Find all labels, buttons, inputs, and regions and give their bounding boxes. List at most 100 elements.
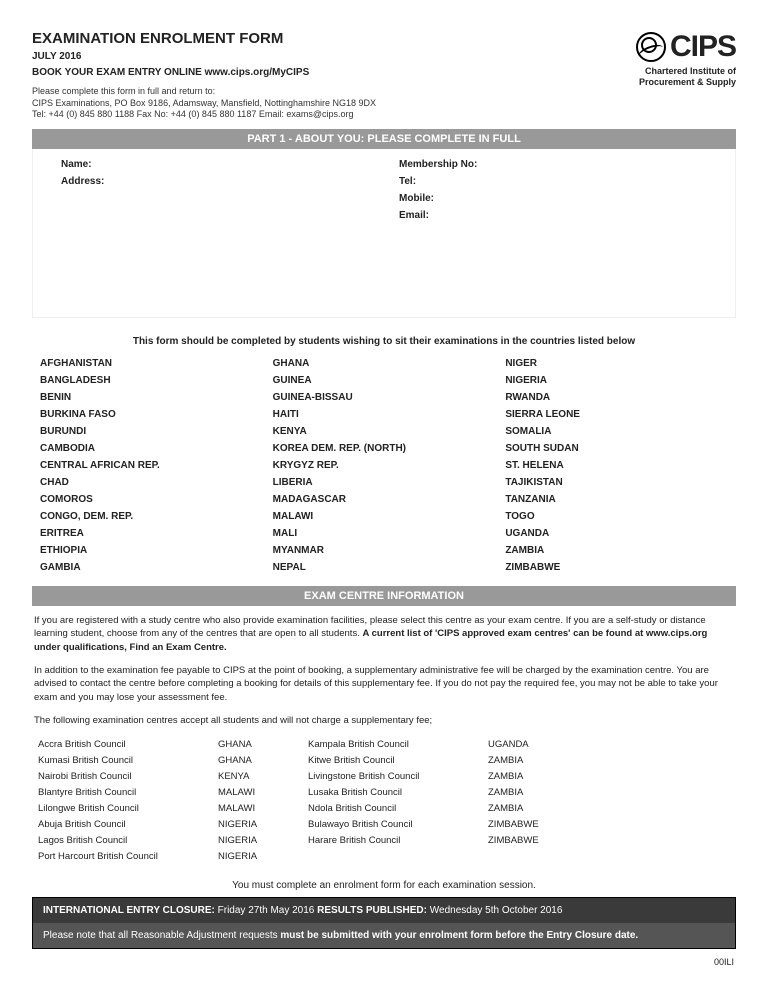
country-item: MYANMAR [273, 542, 496, 559]
country-item: ZIMBABWE [505, 559, 728, 576]
country-item: GAMBIA [40, 559, 263, 576]
name-field[interactable]: Name: [61, 159, 369, 170]
country-item: MALI [273, 525, 496, 542]
country-item: RWANDA [505, 389, 728, 406]
country-item: LIBERIA [273, 474, 496, 491]
centre-country: ZIMBABWE [488, 835, 578, 846]
country-item: MALAWI [273, 508, 496, 525]
centre-country: GHANA [218, 739, 308, 750]
header-left: EXAMINATION ENROLMENT FORM JULY 2016 BOO… [32, 30, 636, 121]
instr-line-1: Please complete this form in full and re… [32, 86, 636, 98]
instr-line-3: Tel: +44 (0) 845 880 1188 Fax No: +44 (0… [32, 109, 636, 121]
country-item: GUINEA-BISSAU [273, 389, 496, 406]
centre-country: NIGERIA [218, 851, 308, 862]
centre-name: Nairobi British Council [38, 771, 218, 782]
centre-name: Kampala British Council [308, 739, 488, 750]
country-item: KOREA DEM. REP. (NORTH) [273, 440, 496, 457]
address-field[interactable]: Address: [61, 176, 369, 187]
centre-country: KENYA [218, 771, 308, 782]
centre-name: Harare British Council [308, 835, 488, 846]
entry-closure-date: Friday 27th May 2016 [218, 905, 318, 916]
country-item: TOGO [505, 508, 728, 525]
centre-country: ZAMBIA [488, 755, 578, 766]
exam-p2: In addition to the examination fee payab… [34, 664, 734, 704]
form-code: 00ILI [32, 957, 736, 967]
closure-note-b: must be submitted with your enrolment fo… [280, 930, 638, 941]
about-you-box: Name: Address: Membership No: Tel: Mobil… [32, 149, 736, 318]
centre-country: MALAWI [218, 787, 308, 798]
globe-icon [636, 32, 666, 62]
country-item: MADAGASCAR [273, 491, 496, 508]
exam-p1: If you are registered with a study centr… [34, 614, 734, 654]
centre-name: Bulawayo British Council [308, 819, 488, 830]
logo-tag-1: Chartered Institute of [636, 66, 736, 77]
country-item: BENIN [40, 389, 263, 406]
centre-country: ZAMBIA [488, 803, 578, 814]
country-item: AFGHANISTAN [40, 355, 263, 372]
country-item: BANGLADESH [40, 372, 263, 389]
centre-name: Lusaka British Council [308, 787, 488, 798]
countries-intro: This form should be completed by student… [32, 336, 736, 347]
centre-name: Lagos British Council [38, 835, 218, 846]
country-item: GHANA [273, 355, 496, 372]
country-item: SOMALIA [505, 423, 728, 440]
centre-name: Kumasi British Council [38, 755, 218, 766]
return-instructions: Please complete this form in full and re… [32, 86, 636, 121]
country-item: NIGER [505, 355, 728, 372]
part1-bar: PART 1 - ABOUT YOU: PLEASE COMPLETE IN F… [32, 129, 736, 149]
logo-tag-2: Procurement & Supply [636, 77, 736, 88]
centre-name: Port Harcourt British Council [38, 851, 218, 862]
centres-grid: Accra British CouncilGHANAKampala Britis… [32, 737, 736, 862]
closure-dates: INTERNATIONAL ENTRY CLOSURE: Friday 27th… [33, 898, 735, 923]
email-field[interactable]: Email: [399, 210, 707, 221]
countries-grid: AFGHANISTANGHANANIGER BANGLADESHGUINEANI… [32, 355, 736, 576]
centre-country: ZAMBIA [488, 787, 578, 798]
centre-country: UGANDA [488, 739, 578, 750]
centre-name: Livingstone British Council [308, 771, 488, 782]
country-item: CHAD [40, 474, 263, 491]
form-month: JULY 2016 [32, 51, 636, 62]
country-item: TANZANIA [505, 491, 728, 508]
exam-centre-info: If you are registered with a study centr… [32, 606, 736, 727]
entry-closure-label: INTERNATIONAL ENTRY CLOSURE: [43, 905, 218, 916]
enrolment-note: You must complete an enrolment form for … [32, 880, 736, 891]
logo: CIPS Chartered Institute of Procurement … [636, 30, 736, 88]
about-col-right: Membership No: Tel: Mobile: Email: [399, 159, 707, 227]
results-published-label: RESULTS PUBLISHED: [317, 905, 430, 916]
country-item: NEPAL [273, 559, 496, 576]
country-item: SIERRA LEONE [505, 406, 728, 423]
logo-tagline: Chartered Institute of Procurement & Sup… [636, 66, 736, 88]
membership-field[interactable]: Membership No: [399, 159, 707, 170]
centre-country: GHANA [218, 755, 308, 766]
country-item: UGANDA [505, 525, 728, 542]
mobile-field[interactable]: Mobile: [399, 193, 707, 204]
centre-name: Blantyre British Council [38, 787, 218, 798]
header: EXAMINATION ENROLMENT FORM JULY 2016 BOO… [32, 30, 736, 121]
country-item: HAITI [273, 406, 496, 423]
country-item: TAJIKISTAN [505, 474, 728, 491]
country-item: GUINEA [273, 372, 496, 389]
centre-country: NIGERIA [218, 819, 308, 830]
results-published-date: Wednesday 5th October 2016 [430, 905, 563, 916]
country-item: ERITREA [40, 525, 263, 542]
country-item: ST. HELENA [505, 457, 728, 474]
country-item: SOUTH SUDAN [505, 440, 728, 457]
country-item: CAMBODIA [40, 440, 263, 457]
country-item: BURKINA FASO [40, 406, 263, 423]
tel-field[interactable]: Tel: [399, 176, 707, 187]
closure-note-a: Please note that all Reasonable Adjustme… [43, 930, 280, 941]
closure-box: INTERNATIONAL ENTRY CLOSURE: Friday 27th… [32, 897, 736, 949]
exam-p3: The following examination centres accept… [34, 714, 734, 727]
closure-note: Please note that all Reasonable Adjustme… [33, 923, 735, 948]
centre-country: MALAWI [218, 803, 308, 814]
country-item: ETHIOPIA [40, 542, 263, 559]
country-item: BURUNDI [40, 423, 263, 440]
country-item: ZAMBIA [505, 542, 728, 559]
centre-name: Kitwe British Council [308, 755, 488, 766]
centre-country: ZAMBIA [488, 771, 578, 782]
centre-name: Ndola British Council [308, 803, 488, 814]
logo-main: CIPS [636, 30, 736, 64]
form-title: EXAMINATION ENROLMENT FORM [32, 30, 636, 47]
instr-line-2: CIPS Examinations, PO Box 9186, Adamsway… [32, 98, 636, 110]
book-online-line: BOOK YOUR EXAM ENTRY ONLINE www.cips.org… [32, 67, 636, 78]
